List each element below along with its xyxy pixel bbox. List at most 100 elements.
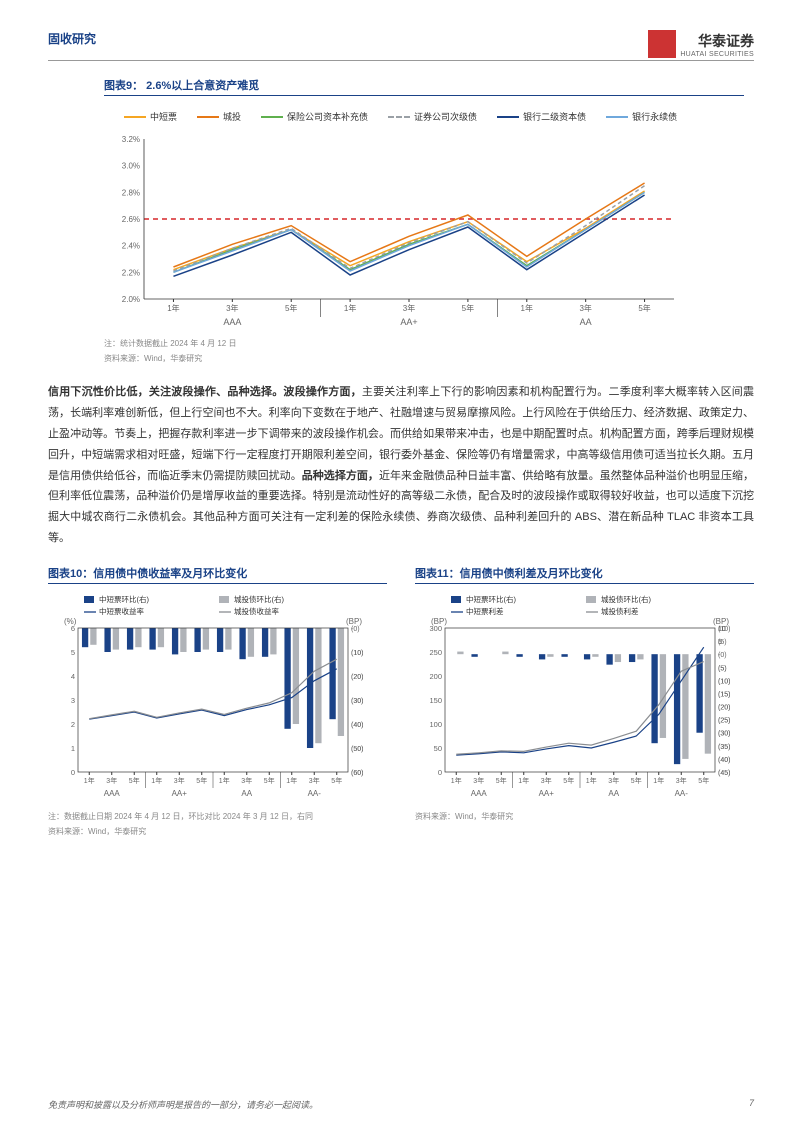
chart11-svg: 中短票环比(右)城投债环比(右)中短票利差城投债利差(BP)(BP)050100… <box>415 592 745 802</box>
svg-text:0: 0 <box>438 768 442 777</box>
svg-text:5年: 5年 <box>496 776 507 785</box>
svg-text:5年: 5年 <box>129 776 140 785</box>
svg-text:3年: 3年 <box>473 776 484 785</box>
svg-text:50: 50 <box>434 744 442 753</box>
svg-text:(20): (20) <box>351 674 363 681</box>
chart9-note1: 注：统计数据截止 2024 年 4 月 12 日 <box>104 338 744 349</box>
svg-text:300: 300 <box>429 624 442 633</box>
brand-cn: 华泰证券 <box>680 31 754 51</box>
svg-text:(30): (30) <box>351 698 363 705</box>
svg-text:3年: 3年 <box>174 776 185 785</box>
chart10-svg: 中短票环比(右)城投债环比(右)中短票收益率城投债收益率(%)(BP)01234… <box>48 592 378 802</box>
svg-text:城投债利差: 城投债利差 <box>601 606 639 616</box>
svg-text:(5): (5) <box>718 665 727 672</box>
svg-text:AA+: AA+ <box>400 317 417 327</box>
svg-text:0: 0 <box>71 768 75 777</box>
svg-text:AA+: AA+ <box>172 789 188 798</box>
svg-text:2.0%: 2.0% <box>122 295 140 304</box>
svg-text:1年: 1年 <box>344 303 356 313</box>
svg-text:3年: 3年 <box>309 776 320 785</box>
chart11-note: 资料来源：Wind，华泰研究 <box>415 811 754 822</box>
svg-text:AA: AA <box>580 317 592 327</box>
svg-text:(10): (10) <box>351 650 363 657</box>
svg-text:5年: 5年 <box>196 776 207 785</box>
chart9-title: 图表9： 2.6%以上合意资产难觅 <box>104 77 744 93</box>
svg-text:3年: 3年 <box>579 303 591 313</box>
svg-text:4: 4 <box>71 672 75 681</box>
chart10-title: 图表10：信用债中债收益率及月环比变化 <box>48 565 387 581</box>
svg-text:2.4%: 2.4% <box>122 242 140 251</box>
svg-text:3年: 3年 <box>541 776 552 785</box>
svg-text:AA+: AA+ <box>539 789 555 798</box>
svg-text:中短票环比(右): 中短票环比(右) <box>466 594 516 604</box>
chart10-note1: 注：数据截止日期 2024 年 4 月 12 日，环比对比 2024 年 3 月… <box>48 811 387 822</box>
svg-text:1年: 1年 <box>167 303 179 313</box>
svg-text:6: 6 <box>71 624 75 633</box>
svg-text:中短票收益率: 中短票收益率 <box>99 606 144 616</box>
svg-text:AAA: AAA <box>223 317 241 327</box>
svg-text:城投债收益率: 城投债收益率 <box>234 606 279 616</box>
svg-text:3年: 3年 <box>106 776 117 785</box>
svg-text:城投债环比(右): 城投债环比(右) <box>234 594 284 604</box>
svg-text:中短票环比(右): 中短票环比(右) <box>99 594 149 604</box>
chart11-block: 图表11：信用债中债利差及月环比变化 中短票环比(右)城投债环比(右)中短票利差… <box>415 565 754 837</box>
chart9-block: 图表9： 2.6%以上合意资产难觅 中短票城投保险公司资本补充债证券公司次级债银… <box>104 77 744 364</box>
svg-text:2: 2 <box>71 720 75 729</box>
svg-text:150: 150 <box>429 696 442 705</box>
svg-text:5年: 5年 <box>631 776 642 785</box>
svg-text:(35): (35) <box>718 744 730 751</box>
svg-text:AA: AA <box>241 789 252 798</box>
svg-text:2.8%: 2.8% <box>122 188 140 197</box>
brand-logo: 华泰证券 HUATAI SECURITIES <box>648 30 754 58</box>
header-category: 固收研究 <box>48 30 96 47</box>
chart10-note2: 资料来源：Wind，华泰研究 <box>48 826 387 837</box>
svg-text:AA: AA <box>608 789 619 798</box>
svg-text:(30): (30) <box>718 731 730 738</box>
chart10-block: 图表10：信用债中债收益率及月环比变化 中短票环比(右) 城投债环比(右) 中短票收… <box>48 565 387 837</box>
svg-text:3年: 3年 <box>241 776 252 785</box>
svg-text:(10): (10) <box>718 678 730 685</box>
svg-text:1年: 1年 <box>286 776 297 785</box>
brand-en: HUATAI SECURITIES <box>680 51 754 58</box>
chart9-svg: 2.0%2.2%2.4%2.6%2.8%3.0%3.2%1年3年5年1年3年5年… <box>104 129 684 329</box>
svg-text:AA-: AA- <box>308 789 322 798</box>
svg-text:2.2%: 2.2% <box>122 268 140 277</box>
svg-text:5: 5 <box>718 639 722 646</box>
svg-text:5年: 5年 <box>563 776 574 785</box>
svg-text:1年: 1年 <box>151 776 162 785</box>
svg-text:2.6%: 2.6% <box>122 215 140 224</box>
svg-text:3年: 3年 <box>226 303 238 313</box>
logo-icon <box>648 30 676 58</box>
svg-text:1: 1 <box>71 744 75 753</box>
chart9-legend: 中短票城投保险公司资本补充债证券公司次级债银行二级资本债银行永续债 <box>104 104 744 129</box>
svg-text:5年: 5年 <box>285 303 297 313</box>
svg-text:1年: 1年 <box>84 776 95 785</box>
body-paragraph: 信用下沉性价比低，关注波段操作、品种选择。波段操作方面，主要关注利率上下行的影响… <box>48 382 754 549</box>
svg-text:1年: 1年 <box>521 303 533 313</box>
page-number: 7 <box>749 1098 754 1111</box>
svg-text:(BP): (BP) <box>713 617 729 626</box>
svg-text:(25): (25) <box>718 718 730 725</box>
svg-text:城投债环比(右): 城投债环比(右) <box>601 594 651 604</box>
svg-text:(50): (50) <box>351 746 363 753</box>
svg-text:(20): (20) <box>718 705 730 712</box>
svg-text:1年: 1年 <box>219 776 230 785</box>
chart9-note2: 资料来源：Wind，华泰研究 <box>104 353 744 364</box>
svg-text:(60): (60) <box>351 770 363 777</box>
page-header: 固收研究 华泰证券 HUATAI SECURITIES <box>48 30 754 61</box>
svg-text:5年: 5年 <box>331 776 342 785</box>
disclaimer: 免责声明和披露以及分析师声明是报告的一部分，请务必一起阅读。 <box>48 1098 318 1111</box>
svg-text:1年: 1年 <box>451 776 462 785</box>
svg-text:(40): (40) <box>351 722 363 729</box>
svg-text:AAA: AAA <box>471 789 488 798</box>
svg-text:5: 5 <box>71 648 75 657</box>
svg-text:250: 250 <box>429 648 442 657</box>
svg-text:(40): (40) <box>718 757 730 764</box>
svg-text:3年: 3年 <box>608 776 619 785</box>
svg-text:3: 3 <box>71 696 75 705</box>
svg-text:5年: 5年 <box>462 303 474 313</box>
svg-text:5年: 5年 <box>698 776 709 785</box>
svg-text:3年: 3年 <box>403 303 415 313</box>
svg-text:中短票利差: 中短票利差 <box>466 606 504 616</box>
svg-text:AAA: AAA <box>104 789 121 798</box>
